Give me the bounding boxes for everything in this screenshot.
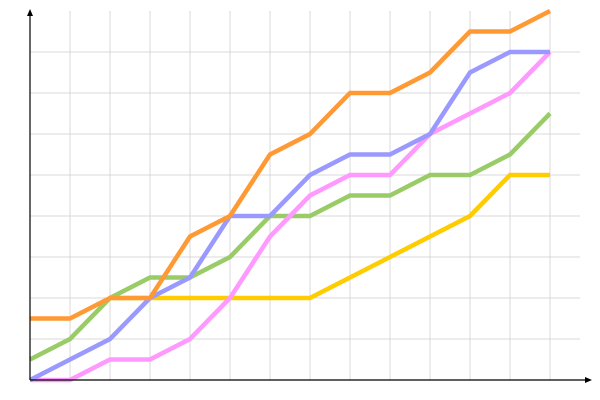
- x-axis-arrow: [585, 377, 592, 383]
- grid: [30, 11, 580, 380]
- series-line-3: [28, 49, 550, 383]
- series-line-0: [110, 172, 550, 301]
- series-line-4: [30, 8, 552, 321]
- axes: [27, 9, 592, 383]
- y-axis-arrow: [27, 9, 33, 16]
- series-line-2: [30, 50, 552, 383]
- series-lines: [28, 8, 552, 383]
- series-line-1: [28, 111, 552, 362]
